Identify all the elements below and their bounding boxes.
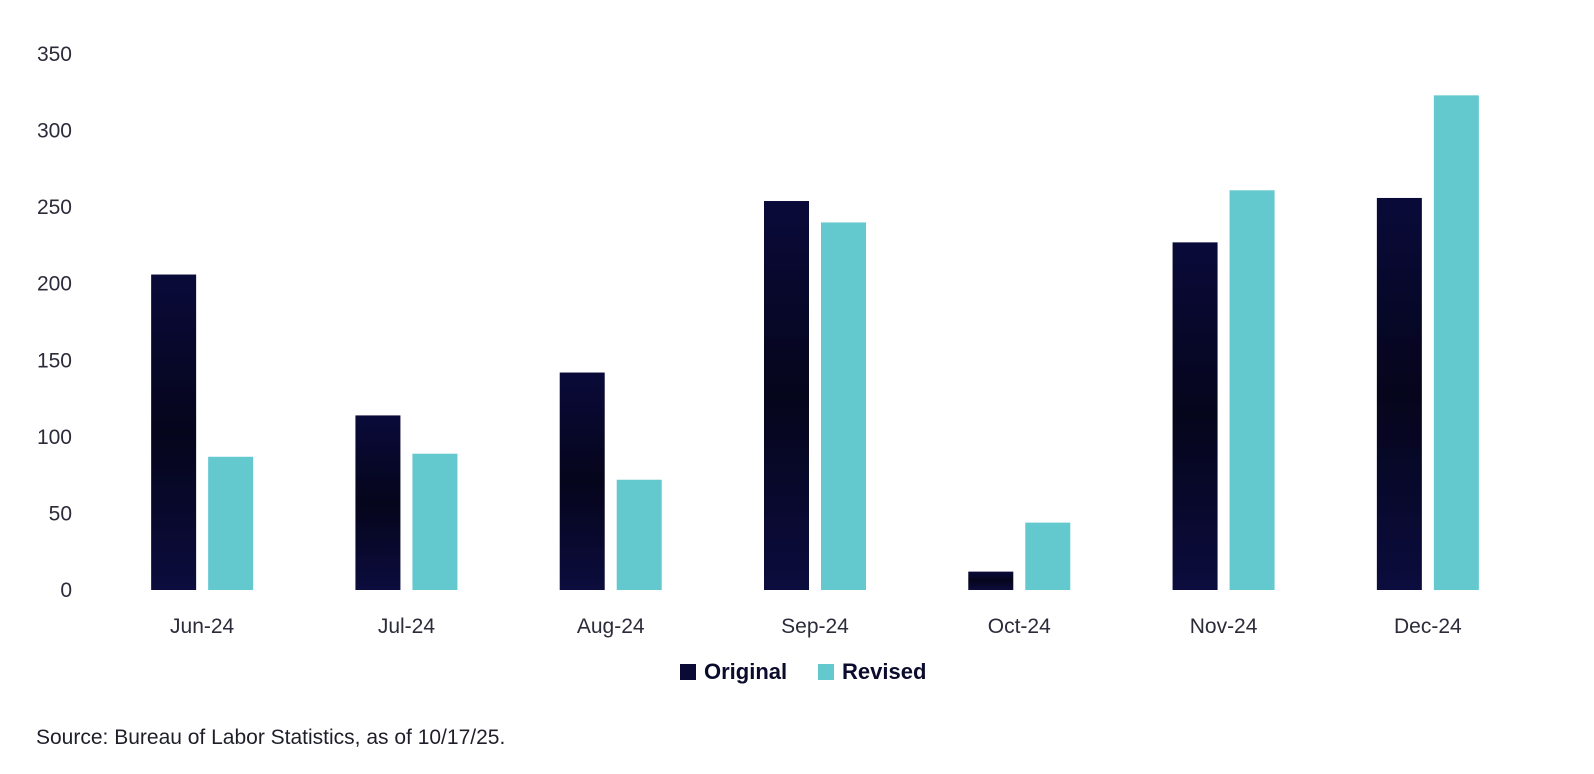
x-tick-label: Nov-24 <box>1190 615 1258 638</box>
bar-original-sep-24 <box>764 201 809 590</box>
bar-revised-nov-24 <box>1229 190 1275 590</box>
legend-swatch-revised <box>818 664 834 680</box>
legend-swatch-original <box>680 664 696 680</box>
y-tick-label: 200 <box>37 273 72 296</box>
bar-original-dec-24 <box>1376 197 1422 590</box>
legend: Original Revised <box>680 659 926 684</box>
bar-chart: 0 50 100 150 200 250 300 350 Jun-24 Jul-24 Aug-24… <box>37 43 1479 684</box>
y-axis: 0 50 100 150 200 250 300 350 <box>37 43 72 602</box>
x-tick-label: Jun-24 <box>170 615 235 638</box>
bar-revised-aug-24 <box>616 479 662 590</box>
bar-original-jul-24 <box>355 415 401 590</box>
bars <box>151 95 1479 590</box>
x-tick-label: Sep-24 <box>781 615 849 638</box>
bar-original-nov-24 <box>1172 242 1218 590</box>
bar-revised-dec-24 <box>1433 95 1479 590</box>
x-tick-label: Oct-24 <box>988 615 1051 638</box>
bar-original-jun-24 <box>151 274 197 590</box>
bar-original-oct-24 <box>968 571 1014 590</box>
bar-original-aug-24 <box>559 372 605 590</box>
bar-revised-oct-24 <box>1025 522 1071 590</box>
legend-label-revised: Revised <box>842 659 926 684</box>
y-tick-label: 50 <box>49 502 72 525</box>
y-tick-label: 150 <box>37 349 72 372</box>
y-tick-label: 350 <box>37 43 72 66</box>
x-tick-label: Dec-24 <box>1394 615 1462 638</box>
bar-revised-sep-24 <box>821 222 866 590</box>
legend-label-original: Original <box>704 659 787 684</box>
y-tick-label: 100 <box>37 426 72 449</box>
y-tick-label: 300 <box>37 120 72 143</box>
source-note: Source: Bureau of Labor Statistics, as o… <box>36 726 506 749</box>
x-axis: Jun-24 Jul-24 Aug-24 Sep-24 Oct-24 Nov-24 Dec-… <box>170 615 1462 638</box>
y-tick-label: 0 <box>60 579 72 602</box>
bar-revised-jun-24 <box>208 456 254 590</box>
x-tick-label: Aug-24 <box>577 615 645 638</box>
x-tick-label: Jul-24 <box>378 615 436 638</box>
y-tick-label: 250 <box>37 196 72 219</box>
bar-revised-jul-24 <box>412 453 458 590</box>
